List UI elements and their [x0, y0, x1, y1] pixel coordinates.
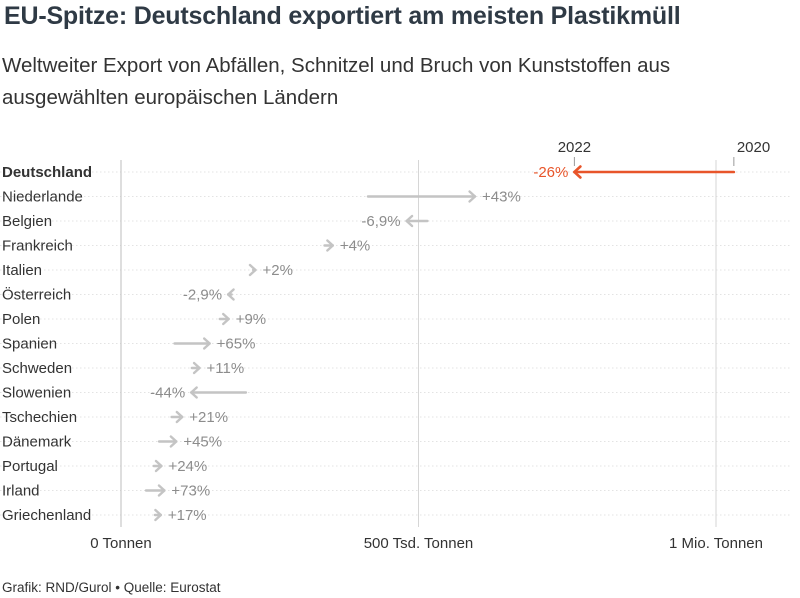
change-arrow-head [405, 214, 414, 228]
change-arrow-head [169, 435, 178, 448]
change-label: +73% [171, 483, 210, 500]
country-label: Dänemark [2, 434, 72, 451]
legend-label-2022: 2022 [558, 139, 591, 156]
data-row: Portugal +24% [2, 458, 207, 475]
change-arrow-head [573, 165, 582, 179]
change-arrow-head [202, 337, 211, 350]
change-label: -2,9% [183, 287, 222, 304]
country-label: Tschechien [2, 409, 77, 426]
change-arrow-head [157, 484, 166, 497]
change-arrow-head [221, 312, 230, 326]
change-label: -26% [533, 164, 568, 181]
chart-title: EU-Spitze: Deutschland exportiert am mei… [4, 2, 681, 30]
country-label: Irland [2, 483, 40, 500]
data-row: Slowenien -44% [2, 385, 248, 402]
data-row: Schweden +11% [2, 360, 244, 377]
data-row: Tschechien +21% [2, 409, 228, 426]
data-row: Griechenland +17% [2, 507, 207, 524]
change-label: +43% [482, 189, 521, 206]
change-label: -44% [150, 385, 185, 402]
legend-label-2020: 2020 [737, 139, 770, 156]
change-arrow-head [326, 239, 335, 252]
change-arrow-head [154, 508, 163, 522]
data-row: Niederlande +43% [2, 189, 521, 206]
change-label: +24% [168, 458, 207, 475]
change-label: -6,9% [361, 213, 400, 230]
data-row: Irland +73% [2, 483, 210, 500]
change-arrow-head [248, 263, 257, 277]
country-label: Österreich [2, 286, 71, 304]
change-label: +11% [207, 360, 245, 377]
chart-subtitle: Weltweiter Export von Abfällen, Schnitze… [2, 54, 671, 109]
change-label: +65% [217, 336, 256, 353]
country-label: Niederlande [2, 189, 83, 206]
change-arrow-head [175, 410, 184, 424]
change-arrow-head [192, 361, 201, 375]
change-arrow-head [154, 459, 163, 473]
country-label: Polen [2, 311, 40, 328]
x-tick-label: 500 Tsd. Tonnen [364, 535, 474, 552]
change-arrow-head [226, 288, 235, 301]
change-label: +9% [236, 311, 266, 328]
data-row: Deutschland -26% [2, 164, 736, 181]
country-label: Frankreich [2, 238, 73, 255]
x-axis: 0 Tonnen 500 Tsd. Tonnen 1 Mio. Tonnen [90, 535, 763, 552]
change-label: +17% [168, 507, 207, 524]
change-label: +45% [183, 434, 222, 451]
country-label: Italien [2, 262, 42, 279]
x-tick-label: 1 Mio. Tonnen [669, 535, 763, 552]
data-row: Frankreich +4% [2, 238, 370, 255]
country-label: Portugal [2, 458, 58, 475]
change-label: +4% [340, 238, 370, 255]
data-row: Polen +9% [2, 311, 266, 328]
change-arrow-head [468, 190, 477, 203]
change-label: +21% [189, 409, 228, 426]
source-note: Grafik: RND/Gurol • Quelle: Eurostat [2, 580, 221, 595]
change-label: +2% [262, 262, 292, 279]
country-label: Deutschland [2, 164, 92, 181]
data-row: Österreich -2,9% [2, 286, 235, 304]
data-row: Belgien -6,9% [2, 213, 429, 230]
data-row: Italien +2% [2, 262, 293, 279]
data-row: Dänemark +45% [2, 434, 222, 451]
change-arrow-head [190, 386, 198, 399]
data-rows: Deutschland -26% Niederlande +43% Belgien -6,… [2, 164, 736, 524]
country-label: Belgien [2, 213, 52, 230]
country-label: Schweden [2, 360, 72, 377]
x-tick-label: 0 Tonnen [90, 535, 151, 552]
country-label: Griechenland [2, 507, 91, 524]
country-label: Slowenien [2, 385, 71, 402]
data-row: Spanien +65% [2, 336, 255, 353]
country-label: Spanien [2, 336, 57, 353]
legend: 2020 2022 [558, 139, 770, 166]
